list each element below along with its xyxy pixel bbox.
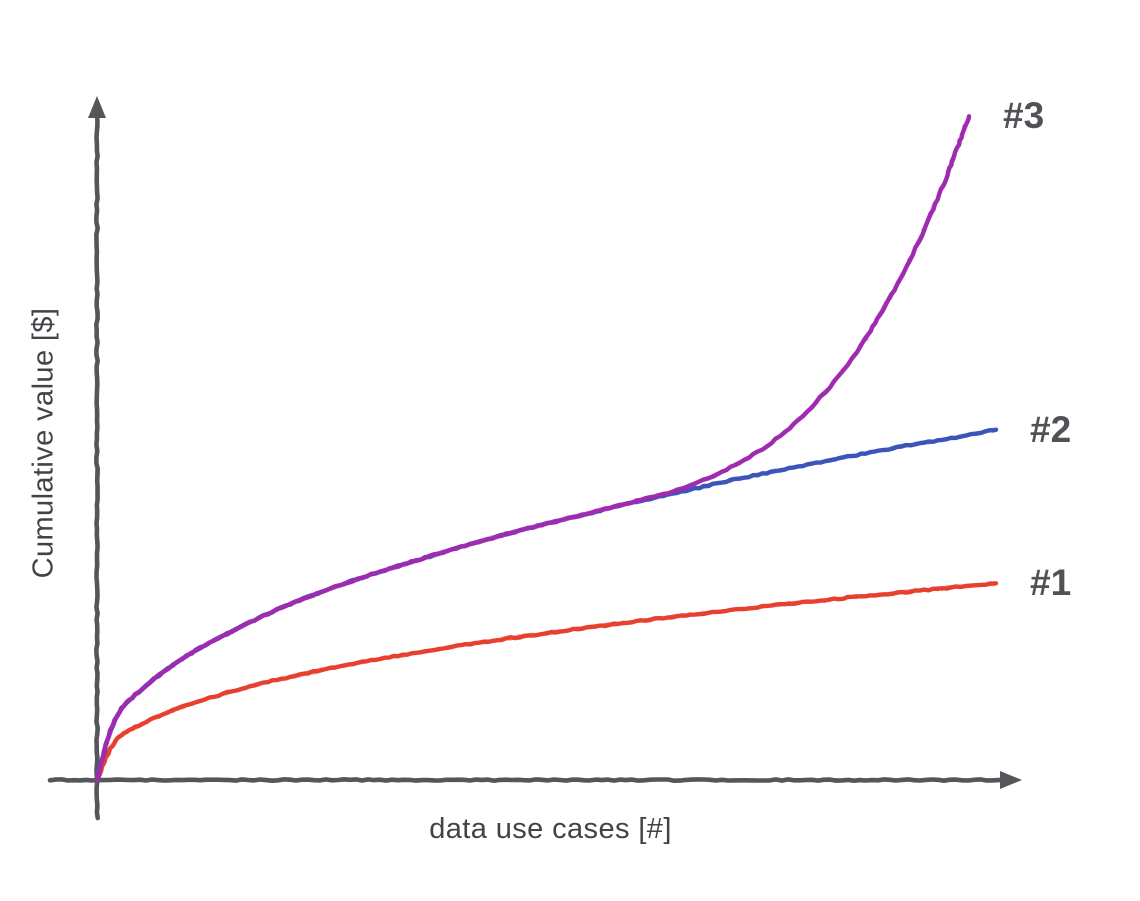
x-axis-label: data use cases [#] <box>429 813 672 845</box>
series-label-2: #2 <box>1030 408 1072 450</box>
series-label-3: #3 <box>1003 95 1045 137</box>
y-axis-label: Cumulative value [$] <box>27 307 60 579</box>
series-label-1: #1 <box>1030 562 1072 604</box>
